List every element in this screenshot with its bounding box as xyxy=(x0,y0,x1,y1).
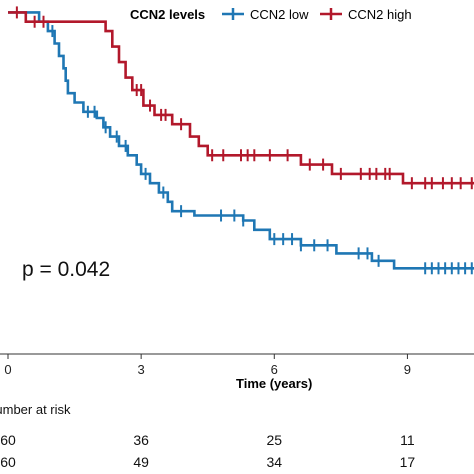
p-value-annotation: p = 0.042 xyxy=(22,258,110,281)
legend-title: CCN2 levels xyxy=(130,7,205,22)
legend-label-low: CCN2 low xyxy=(250,7,309,22)
legend: CCN2 levels CCN2 low CCN2 high xyxy=(130,7,412,22)
risk-table-title: Number at risk xyxy=(0,402,71,417)
x-tick-label-9: 9 xyxy=(404,362,411,377)
legend-label-high: CCN2 high xyxy=(348,7,412,22)
risk-value-low-6: 25 xyxy=(266,432,282,448)
risk-value-high-3: 49 xyxy=(133,454,149,470)
curve-low xyxy=(8,11,474,270)
risk-table: 60 36 25 11 60 49 34 17 xyxy=(0,432,415,470)
risk-value-high-6: 34 xyxy=(266,454,282,470)
legend-entry-low: CCN2 low xyxy=(222,7,309,22)
risk-value-low-0: 60 xyxy=(0,432,16,448)
risk-value-high-9: 17 xyxy=(400,454,416,470)
x-tick-label-0: 0 xyxy=(4,362,11,377)
legend-entry-high: CCN2 high xyxy=(320,7,412,22)
risk-value-low-9: 11 xyxy=(400,432,415,448)
x-tick-label-3: 3 xyxy=(138,362,145,377)
x-axis: 0 3 6 9 xyxy=(0,353,474,377)
x-axis-title: Time (years) xyxy=(236,376,312,391)
x-tick-label-6: 6 xyxy=(271,362,278,377)
survival-curves xyxy=(8,6,474,275)
curve-high xyxy=(8,11,474,185)
risk-value-low-3: 36 xyxy=(133,432,149,448)
risk-value-high-0: 60 xyxy=(0,454,16,470)
